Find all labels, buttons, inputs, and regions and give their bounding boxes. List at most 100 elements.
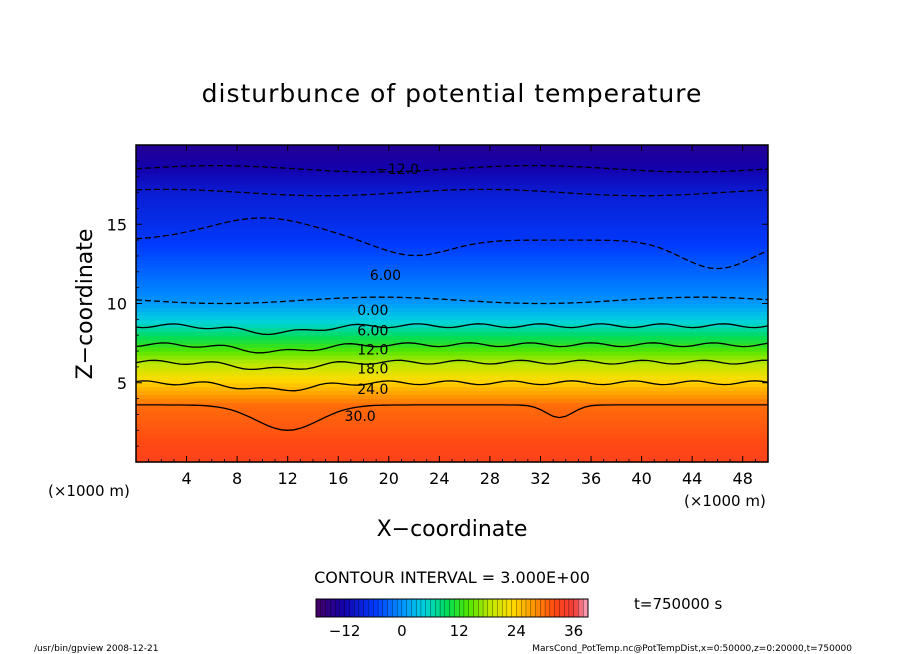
- colorbar-cell: [363, 598, 369, 618]
- contour-line: [135, 342, 769, 354]
- colorbar-cell: [425, 598, 431, 618]
- colorbar-cell: [492, 598, 498, 618]
- fill-band: [136, 295, 768, 301]
- colorbar-cell: [511, 598, 517, 618]
- plot-area: −12.0 6.00 0.00 6.00 12.0 18.0 24.0 30.0: [135, 144, 769, 463]
- contour-line: [135, 323, 769, 336]
- x-tick-label: 32: [530, 469, 550, 488]
- fill-band: [136, 442, 768, 447]
- chart-title: disturbunce of potential temperature: [202, 79, 703, 108]
- colorbar-cell: [387, 598, 393, 618]
- colorbar-cell: [411, 598, 417, 618]
- colorbar-cell: [454, 598, 460, 618]
- fill-band: [136, 386, 768, 392]
- colorbar-cell: [406, 598, 412, 618]
- fill-band: [136, 244, 768, 249]
- x-tick-label: 20: [379, 469, 399, 488]
- fill-band: [136, 224, 768, 229]
- fill-band: [136, 382, 768, 388]
- y-tick-label: 15: [107, 215, 127, 234]
- fill-band: [136, 394, 768, 400]
- fill-band: [136, 180, 768, 186]
- colorbar-cell: [315, 598, 322, 618]
- colorbar-cell: [358, 598, 365, 618]
- colorbar-cell: [373, 598, 379, 618]
- fill-band: [136, 311, 768, 316]
- fill-band: [136, 148, 768, 154]
- fill-band: [136, 430, 768, 435]
- fill-band: [136, 283, 768, 289]
- footer-right: MarsCond_PotTemp.nc@PotTempDist,x=0:5000…: [532, 644, 852, 654]
- colorbar-cell: [530, 598, 536, 618]
- fill-band: [136, 291, 768, 297]
- fill-band: [136, 299, 768, 305]
- colorbar-cell: [473, 598, 479, 618]
- colorbar-tick-label: 24: [507, 622, 526, 640]
- fill-band: [136, 454, 768, 459]
- colorbar-cell: [540, 598, 546, 618]
- contour-label: 24.0: [357, 382, 388, 398]
- x-tick-label: 36: [581, 469, 601, 488]
- fill-band: [136, 398, 768, 404]
- colorbar-cell: [320, 598, 326, 618]
- colorbar-cell: [468, 598, 474, 618]
- x-tick-label: 4: [181, 469, 191, 488]
- fill-band: [136, 319, 768, 324]
- fill-band: [136, 248, 768, 253]
- colorbar-cell: [506, 598, 513, 618]
- fill-band: [136, 204, 768, 209]
- x-tick-label: 16: [328, 469, 348, 488]
- fill-band: [136, 287, 768, 293]
- contour-line: [135, 380, 769, 392]
- contour-label: 18.0: [357, 361, 388, 377]
- fill-band: [136, 303, 768, 309]
- fill-band: [136, 192, 768, 198]
- fill-band: [136, 315, 768, 320]
- colorbar-cell: [516, 598, 522, 618]
- contour-lines: [135, 164, 769, 431]
- contour-interval-text: CONTOUR INTERVAL = 3.000E+00: [314, 568, 590, 587]
- colorbar-cell: [563, 598, 570, 618]
- colorbar-tick-label: 0: [397, 622, 407, 640]
- fill-band: [136, 220, 768, 225]
- fill-band: [136, 362, 768, 368]
- colorbar-cell: [396, 598, 403, 618]
- colorbar-cell: [525, 598, 532, 618]
- y-axis: 5 10 15: [107, 160, 768, 447]
- fill-band: [136, 156, 768, 162]
- fill-band: [136, 410, 768, 416]
- colorbar-cell: [535, 598, 541, 618]
- fill-band: [136, 172, 768, 178]
- fill-band: [136, 236, 768, 241]
- colorbar-cell: [568, 598, 575, 618]
- colorbar: −12 0 12 24 36: [315, 598, 589, 640]
- colorbar-cell: [459, 598, 465, 618]
- colorbar-cell: [420, 598, 427, 618]
- colorbar-cell: [554, 598, 560, 618]
- colorbar-cell: [478, 598, 484, 618]
- colorbar-tick-label: 12: [450, 622, 469, 640]
- colorbar-cell: [392, 598, 398, 618]
- fill-band: [136, 271, 768, 277]
- fill-band: [136, 335, 768, 340]
- colorbar-cell: [325, 598, 331, 618]
- colorbar-cell: [439, 598, 446, 618]
- fill-band: [136, 414, 768, 420]
- fill-band: [136, 196, 768, 202]
- fill-band: [136, 351, 768, 356]
- contour-line: [135, 296, 769, 305]
- colorbar-cell: [368, 598, 374, 618]
- colorbar-frame: [315, 598, 589, 618]
- colorbar-cell: [463, 598, 470, 618]
- fill-band: [136, 152, 768, 158]
- contour-line: [135, 359, 768, 371]
- contour-label: 0.00: [357, 303, 388, 319]
- colorbar-cell: [501, 598, 508, 618]
- x-tick-label: 24: [429, 469, 449, 488]
- fill-band: [136, 422, 768, 427]
- contour-labels: −12.0 6.00 0.00 6.00 12.0 18.0 24.0 30.0: [345, 162, 420, 425]
- fill-band: [136, 164, 768, 170]
- contour-label: 30.0: [345, 409, 376, 425]
- colorbar-cell: [354, 598, 360, 618]
